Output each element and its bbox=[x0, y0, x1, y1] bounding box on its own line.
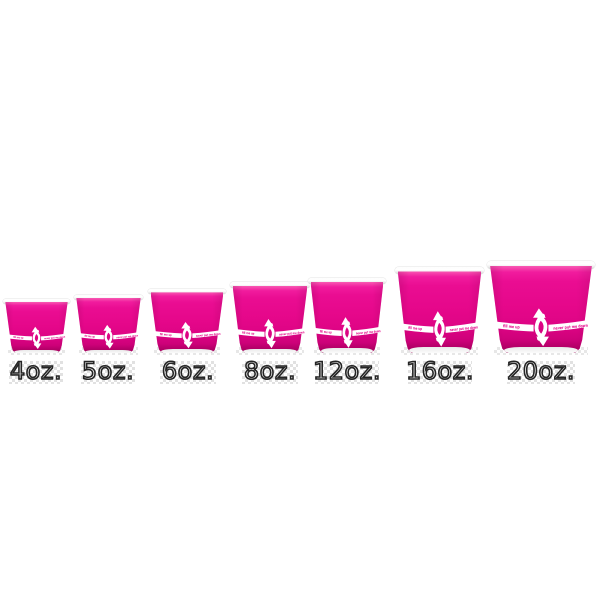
label-backdrop bbox=[160, 361, 216, 384]
size-label-8oz: 8oz. bbox=[243, 356, 297, 386]
band-text-right: never put me down bbox=[553, 323, 588, 331]
band-stripe-right bbox=[352, 325, 385, 336]
cup-rim bbox=[487, 261, 595, 269]
band-stripe-left bbox=[75, 332, 104, 340]
cup-6oz: fill me up never put me down bbox=[148, 289, 226, 353]
label-backdrop bbox=[507, 361, 575, 384]
swap-arrows-icon bbox=[432, 311, 447, 347]
band-stripe-right bbox=[192, 329, 225, 339]
size-label-12oz: 12oz. bbox=[312, 356, 381, 386]
size-label-16oz: 16oz. bbox=[405, 356, 474, 386]
cup-20oz: fill me up never put me down bbox=[487, 261, 595, 353]
band-stripe-right bbox=[41, 333, 69, 341]
band-stripe-right bbox=[445, 321, 483, 333]
band-stripe-left bbox=[149, 330, 182, 339]
label-backdrop bbox=[315, 361, 379, 384]
band-text-right: never put me down bbox=[196, 331, 221, 338]
band-stripe-right bbox=[548, 319, 594, 332]
band-stripe-right bbox=[113, 331, 142, 340]
band-stripe-left bbox=[231, 327, 265, 337]
cup-12oz: fill me up never put me down bbox=[308, 278, 386, 353]
cup-rim bbox=[74, 295, 143, 300]
label-backdrop bbox=[81, 361, 135, 384]
band-text-right: never put me down bbox=[116, 334, 138, 339]
band-stripe-left bbox=[309, 326, 342, 336]
cup-rim bbox=[148, 289, 226, 295]
cup-rim bbox=[3, 299, 70, 304]
band-stripe-left bbox=[488, 320, 534, 332]
cup-rim bbox=[230, 282, 310, 289]
swap-arrows-icon bbox=[103, 324, 114, 349]
swap-arrows-icon bbox=[181, 321, 193, 349]
label-backdrop bbox=[9, 361, 63, 384]
cup-16oz: fill me up never put me down bbox=[395, 267, 484, 353]
band-text-left: fill me up bbox=[408, 325, 422, 331]
swap-arrows-icon bbox=[341, 316, 353, 348]
swap-arrows-icon bbox=[31, 326, 42, 349]
cup-band-graphic: fill me up never put me down bbox=[4, 326, 69, 349]
band-stripe-right bbox=[275, 326, 309, 337]
band-text-right: never put me down bbox=[44, 335, 66, 340]
band-text-left: fill me up bbox=[160, 332, 172, 337]
swap-arrows-icon bbox=[264, 318, 276, 348]
band-text-left: fill me up bbox=[320, 329, 332, 335]
band-text-left: fill me up bbox=[242, 330, 255, 336]
cup-band-graphic: fill me up never put me down bbox=[149, 321, 225, 349]
cup-8oz: fill me up never put me down bbox=[230, 282, 310, 353]
cup-band-graphic: fill me up never put me down bbox=[309, 316, 385, 348]
cup-rim bbox=[395, 267, 484, 275]
band-stripe-left bbox=[396, 322, 434, 333]
size-label-4oz: 4oz. bbox=[9, 356, 63, 386]
size-label-5oz: 5oz. bbox=[81, 356, 135, 386]
cup-band-graphic: fill me up never put me down bbox=[488, 308, 594, 347]
label-backdrop bbox=[242, 361, 298, 384]
swap-arrows-icon bbox=[533, 308, 549, 347]
band-text-left: fill me up bbox=[13, 336, 24, 340]
band-stripe-left bbox=[4, 333, 32, 341]
band-text-right: never put me down bbox=[356, 328, 381, 335]
band-text-right: never put me down bbox=[450, 325, 479, 333]
cup-4oz: fill me up never put me down bbox=[3, 299, 70, 353]
band-text-left: fill me up bbox=[84, 335, 95, 339]
cup-band-graphic: fill me up never put me down bbox=[231, 318, 309, 348]
cup-5oz: fill me up never put me down bbox=[74, 295, 143, 353]
cup-rim bbox=[308, 278, 386, 285]
band-text-right: never put me down bbox=[279, 329, 305, 336]
band-text-left: fill me up bbox=[503, 324, 520, 330]
size-label-6oz: 6oz. bbox=[161, 356, 215, 386]
size-label-20oz: 20oz. bbox=[506, 356, 575, 386]
cup-band-graphic: fill me up never put me down bbox=[75, 324, 142, 349]
label-backdrop bbox=[408, 361, 472, 384]
cup-band-graphic: fill me up never put me down bbox=[396, 311, 483, 347]
